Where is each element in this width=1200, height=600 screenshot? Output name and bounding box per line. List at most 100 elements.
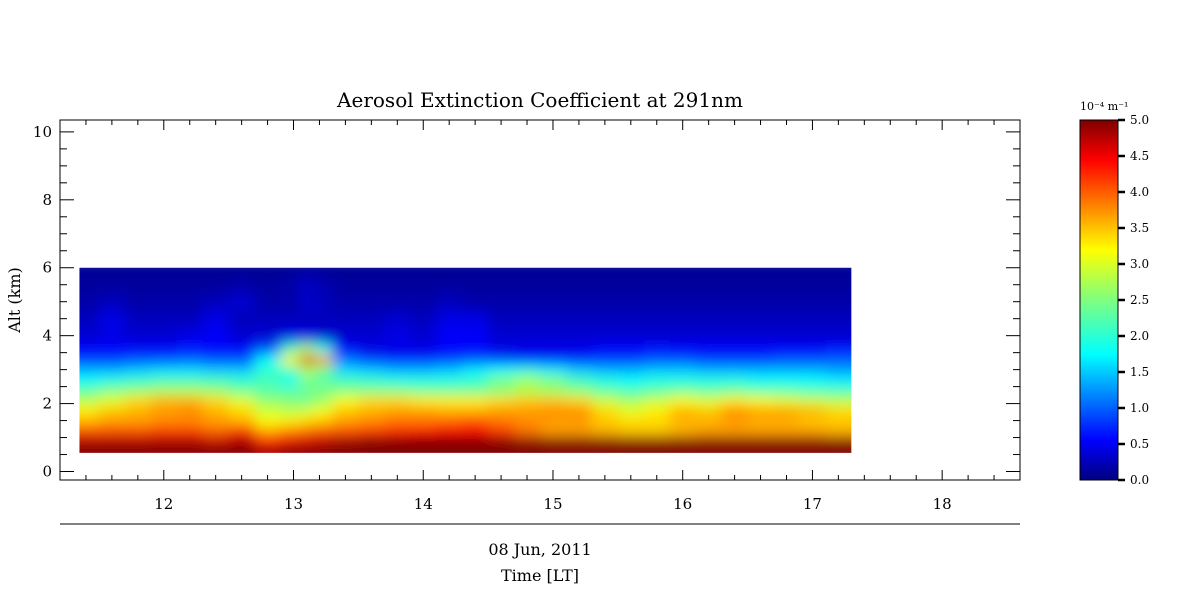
heatmap-cell <box>747 267 775 277</box>
heatmap-cell <box>721 293 749 311</box>
heatmap-cell <box>98 384 126 396</box>
heatmap-cell <box>124 425 152 437</box>
heatmap-cell <box>228 310 256 328</box>
heatmap-cell <box>462 435 489 447</box>
heatmap-cell <box>280 446 301 453</box>
heatmap-cell <box>228 435 256 447</box>
heatmap-cell <box>695 354 723 366</box>
heatmap-cell <box>176 384 204 396</box>
heatmap-cell <box>150 435 178 447</box>
heatmap-cell <box>384 276 411 294</box>
heatmap-cell <box>825 267 852 277</box>
heatmap-cell <box>150 310 178 328</box>
heatmap-cell <box>436 267 463 277</box>
heatmap-cell <box>565 354 593 366</box>
heatmap-cell <box>79 342 100 355</box>
heatmap-cell <box>825 342 852 355</box>
heatmap-cell <box>488 276 515 294</box>
heatmap-cell <box>312 374 334 386</box>
heatmap-cell <box>312 293 334 311</box>
heatmap-cell <box>617 267 645 277</box>
heatmap-cell <box>98 327 126 344</box>
heatmap-cell <box>98 276 126 294</box>
heatmap-cell <box>176 415 204 427</box>
heatmap-cell <box>332 293 359 311</box>
heatmap-cell <box>617 405 645 417</box>
x-tick-label: 18 <box>933 495 952 513</box>
heatmap-cell <box>228 425 256 437</box>
heatmap-cell <box>721 342 749 355</box>
heatmap-cell <box>384 364 411 376</box>
heatmap-cell <box>228 415 256 427</box>
heatmap-cell <box>514 435 541 447</box>
heatmap-cell <box>643 405 671 417</box>
heatmap-cell <box>462 354 489 366</box>
heatmap-cell <box>773 364 801 376</box>
heatmap-cell <box>98 364 126 376</box>
heatmap-cell <box>565 267 593 277</box>
heatmap-cell <box>773 405 801 417</box>
heatmap-cell <box>773 342 801 355</box>
colorbar: 10⁻⁴ m⁻¹ 0.0 0.5 1.0 1.5 2.0 2.5 3.0 3.5 4.0 4.5 5… <box>1079 100 1149 487</box>
heatmap-cell <box>300 415 314 427</box>
heatmap-cell <box>332 405 359 417</box>
heatmap-cell <box>669 276 697 294</box>
heatmap-cell <box>540 310 567 328</box>
heatmap-cell <box>79 415 100 427</box>
heatmap-cell <box>124 395 152 406</box>
heatmap-cell <box>280 425 301 437</box>
heatmap-cell <box>312 276 334 294</box>
heatmap-cell <box>540 342 567 355</box>
y-axis-label: Alt (km) <box>5 267 24 334</box>
heatmap-cell <box>358 395 385 406</box>
x-tick-label: 16 <box>673 495 692 513</box>
heatmap-cell <box>280 327 301 344</box>
heatmap-cell <box>300 364 314 376</box>
heatmap-cell <box>591 446 619 453</box>
heatmap-cell <box>669 415 697 427</box>
heatmap-cell <box>150 425 178 437</box>
heatmap-cell <box>617 435 645 447</box>
heatmap-cell <box>773 327 801 344</box>
heatmap-cell <box>254 342 282 355</box>
heatmap-cell <box>384 405 411 417</box>
heatmap-cell <box>540 374 567 386</box>
heatmap-cell <box>799 276 827 294</box>
heatmap-cell <box>514 342 541 355</box>
heatmap-cell <box>300 327 314 344</box>
heatmap-cell <box>124 446 152 453</box>
heatmap-cell <box>436 327 463 344</box>
heatmap-cell <box>565 415 593 427</box>
heatmap-cell <box>617 384 645 396</box>
heatmap-cell <box>436 354 463 366</box>
heatmap-cell <box>825 405 852 417</box>
heatmap-cell <box>176 310 204 328</box>
heatmap-cell <box>332 446 359 453</box>
heatmap-cell <box>747 374 775 386</box>
heatmap-cell <box>695 374 723 386</box>
heatmap-cell <box>384 267 411 277</box>
heatmap-cell <box>410 364 437 376</box>
heatmap-cell <box>565 364 593 376</box>
heatmap-cell <box>721 364 749 376</box>
heatmap-cell <box>669 293 697 311</box>
heatmap-cell <box>202 405 230 417</box>
heatmap-cell <box>254 354 282 366</box>
heatmap-cell <box>384 374 411 386</box>
heatmap-cell <box>358 364 385 376</box>
heatmap-cell <box>799 342 827 355</box>
heatmap-cell <box>462 384 489 396</box>
heatmap-cell <box>202 415 230 427</box>
heatmap-cell <box>825 354 852 366</box>
heatmap-cell <box>98 267 126 277</box>
heatmap-cell <box>124 405 152 417</box>
chart-title: Aerosol Extinction Coefficient at 291nm <box>336 88 743 112</box>
heatmap-cell <box>202 395 230 406</box>
heatmap-cell <box>358 267 385 277</box>
heatmap-cell <box>773 446 801 453</box>
colorbar-tick-label: 2.5 <box>1130 293 1149 307</box>
heatmap-cell <box>410 293 437 311</box>
heatmap-cell <box>280 435 301 447</box>
heatmap-cell <box>202 327 230 344</box>
heatmap-cell <box>312 395 334 406</box>
